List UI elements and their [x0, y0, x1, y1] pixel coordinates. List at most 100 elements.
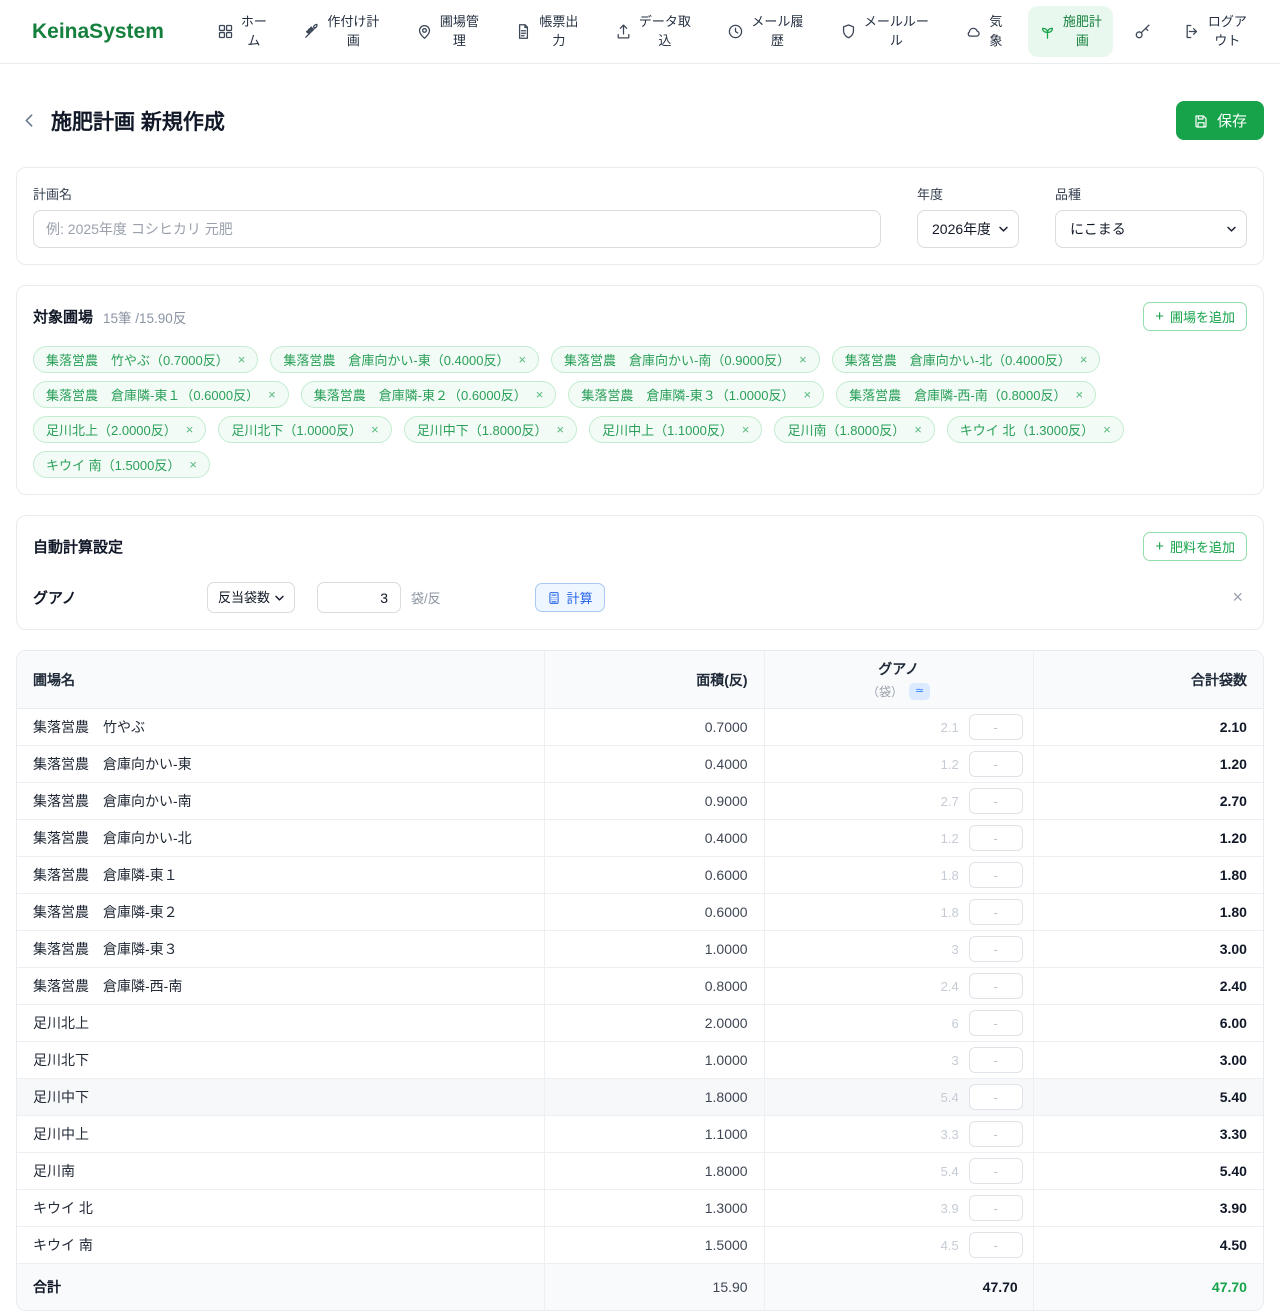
chip-remove-icon[interactable]: ×	[914, 422, 922, 437]
guano-override-input[interactable]	[968, 788, 1023, 815]
guano-override-input[interactable]	[968, 1010, 1023, 1037]
guano-override-input[interactable]	[968, 973, 1023, 1000]
table-row: 集落営農 倉庫隣-東１0.6000 1.8 1.80	[17, 857, 1263, 895]
field-chip: 足川南（1.8000反） ×	[774, 416, 935, 443]
nav-item-fertilization-plan[interactable]: 施肥計画	[1027, 6, 1113, 57]
table-header-row: 圃場名 面積(反) グアノ （袋） ≃ 合計袋数	[17, 651, 1263, 710]
add-fertilizer-button[interactable]: + 肥料を追加	[1143, 532, 1247, 561]
guano-override-input[interactable]	[968, 899, 1023, 926]
total-bags-cell: 3.00	[1219, 941, 1247, 958]
guano-override-input[interactable]	[968, 1232, 1023, 1259]
guano-estimate: 5.4	[940, 1163, 959, 1179]
history-icon	[727, 23, 744, 40]
chip-remove-icon[interactable]: ×	[556, 422, 565, 437]
nav-item-key[interactable]	[1127, 16, 1158, 47]
add-fertilizer-button-label: 肥料を追加	[1169, 540, 1235, 555]
nav-item-mail-history[interactable]: メール履歴	[716, 6, 814, 56]
guano-cell: 6	[765, 1005, 1034, 1042]
grid-icon	[217, 23, 234, 40]
guano-estimate: 5.4	[940, 1089, 959, 1105]
guano-override-input[interactable]	[968, 1158, 1023, 1185]
chip-remove-icon[interactable]: ×	[803, 387, 812, 402]
guano-cell: 2.1	[765, 709, 1034, 746]
guano-override-input[interactable]	[968, 825, 1023, 852]
field-chip-label: 集落営農 倉庫隣-東３（1.0000反）	[581, 388, 795, 403]
brand-logo[interactable]: KeinaSystem	[32, 19, 164, 43]
guano-override-input[interactable]	[968, 1121, 1023, 1148]
guano-override-input[interactable]	[968, 862, 1023, 889]
table-row: キウイ 北1.3000 3.9 3.90	[17, 1190, 1263, 1228]
year-select[interactable]: 2026年度	[917, 210, 1019, 248]
nav-item-report-output[interactable]: 帳票出力	[504, 6, 589, 56]
page-content: 施肥計画 新規作成 保存 計画名 年度 2026年度	[0, 64, 1280, 1316]
remove-fertilizer-icon[interactable]: ×	[1232, 587, 1243, 607]
nav-item-weather[interactable]: 気象	[954, 6, 1013, 56]
field-chip: 集落営農 倉庫隣-東１（0.6000反） ×	[33, 381, 289, 408]
footer-area-total: 15.90	[545, 1264, 765, 1311]
field-chip-label: 集落営農 倉庫隣-東１（0.6000反）	[46, 388, 260, 403]
nav-item-home[interactable]: ホーム	[206, 6, 278, 56]
chip-remove-icon[interactable]: ×	[741, 422, 750, 437]
total-bags-cell: 1.80	[1219, 904, 1247, 921]
fertilizer-name: グアノ	[33, 590, 77, 607]
total-bags-cell: 3.90	[1219, 1200, 1247, 1217]
key-icon	[1134, 23, 1151, 40]
chip-remove-icon[interactable]: ×	[535, 387, 544, 402]
nav-item-data-import[interactable]: データ取込	[604, 6, 702, 56]
chip-remove-icon[interactable]: ×	[518, 352, 527, 367]
header-field-name: 圃場名	[17, 651, 546, 709]
add-field-button[interactable]: + 圃場を追加	[1143, 302, 1247, 331]
nav-item-cropping-plan[interactable]: 作付け計画	[292, 6, 390, 56]
guano-estimate: 2.4	[940, 978, 959, 994]
field-chip-label: 足川中下（1.8000反）	[416, 423, 548, 438]
calc-mode-select[interactable]: 反当袋数	[207, 582, 295, 613]
field-name-cell: 集落営農 倉庫向かい-北	[17, 820, 546, 857]
field-chip-list: 集落営農 竹やぶ（0.7000反） × 集落営農 倉庫向かい-東（0.4000反） ×…	[33, 346, 1247, 478]
chip-remove-icon[interactable]: ×	[1079, 352, 1088, 367]
chip-remove-icon[interactable]: ×	[268, 387, 276, 402]
amount-input[interactable]	[317, 582, 401, 613]
save-button-label: 保存	[1216, 113, 1247, 130]
area-cell: 0.4000	[545, 746, 765, 783]
chip-remove-icon[interactable]: ×	[189, 457, 197, 472]
guano-override-input[interactable]	[968, 1047, 1023, 1074]
logout-icon	[1184, 23, 1201, 40]
chip-remove-icon[interactable]: ×	[799, 352, 807, 367]
footer-label: 合計	[17, 1264, 546, 1311]
guano-override-input[interactable]	[968, 1084, 1023, 1111]
chip-remove-icon[interactable]: ×	[1075, 387, 1084, 402]
save-button[interactable]: 保存	[1175, 101, 1264, 140]
target-fields-count: 15筆 /15.90反	[103, 310, 187, 326]
plus-icon: +	[1155, 308, 1164, 325]
plan-name-input[interactable]	[33, 210, 881, 248]
page-title: 施肥計画 新規作成	[51, 110, 225, 134]
guano-cell: 3	[765, 1042, 1034, 1079]
target-fields-card: 対象圃場 15筆 /15.90反 + 圃場を追加 集落営農 竹やぶ（0.7000…	[16, 285, 1264, 495]
nav-item-label: 作付け計画	[327, 14, 380, 48]
guano-override-input[interactable]	[968, 936, 1023, 963]
field-chip-label: キウイ 南（1.5000反）	[46, 458, 181, 473]
guano-override-input[interactable]	[968, 1195, 1023, 1222]
header-area: 面積(反)	[545, 651, 765, 709]
nav-item-field-management[interactable]: 圃場管理	[405, 6, 490, 56]
total-bags-cell: 1.20	[1219, 756, 1247, 773]
back-button[interactable]	[16, 108, 42, 134]
chip-remove-icon[interactable]: ×	[371, 422, 379, 437]
nav-item-mail-rules[interactable]: メールルール	[829, 6, 940, 56]
nav-item-label: メールルール	[863, 14, 929, 48]
variety-select[interactable]: にこまる	[1055, 210, 1247, 248]
table-row: 集落営農 倉庫隣-東３1.0000 3 3.00	[17, 931, 1263, 969]
chip-remove-icon[interactable]: ×	[185, 422, 194, 437]
field-name-cell: 集落営農 倉庫隣-東１	[17, 857, 546, 894]
variety-label: 品種	[1055, 187, 1082, 202]
field-chip: 集落営農 倉庫隣-東３（1.0000反） ×	[568, 381, 825, 408]
nav-item-label: 圃場管理	[439, 14, 479, 48]
nav-item-logout[interactable]: ログア ウト	[1173, 6, 1258, 56]
calculate-button[interactable]: 計算	[534, 583, 605, 612]
guano-override-input[interactable]	[968, 751, 1023, 778]
chip-remove-icon[interactable]: ×	[1103, 422, 1111, 437]
total-bags-cell: 2.40	[1219, 978, 1247, 995]
guano-override-input[interactable]	[968, 714, 1023, 741]
chip-remove-icon[interactable]: ×	[237, 352, 246, 367]
